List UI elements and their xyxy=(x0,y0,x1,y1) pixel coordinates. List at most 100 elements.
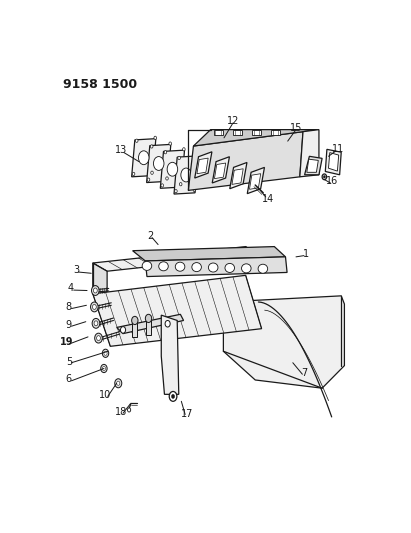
Circle shape xyxy=(97,336,100,341)
Text: 16: 16 xyxy=(326,176,338,186)
Polygon shape xyxy=(224,296,344,388)
Text: 1: 1 xyxy=(303,248,309,259)
Text: 3: 3 xyxy=(73,265,79,275)
Circle shape xyxy=(193,188,196,191)
Polygon shape xyxy=(197,158,208,174)
Circle shape xyxy=(147,178,150,181)
Circle shape xyxy=(127,408,131,412)
Circle shape xyxy=(151,171,153,174)
Text: 13: 13 xyxy=(115,145,127,155)
Ellipse shape xyxy=(167,163,178,176)
Circle shape xyxy=(136,139,138,142)
Circle shape xyxy=(322,174,327,180)
Circle shape xyxy=(95,333,102,343)
Polygon shape xyxy=(93,247,259,271)
Polygon shape xyxy=(214,130,223,135)
Circle shape xyxy=(175,190,177,193)
Polygon shape xyxy=(132,320,137,337)
Polygon shape xyxy=(146,318,151,335)
Text: 11: 11 xyxy=(332,144,344,154)
Circle shape xyxy=(115,379,122,388)
Text: 15: 15 xyxy=(291,123,303,133)
Circle shape xyxy=(92,286,99,295)
Ellipse shape xyxy=(153,157,164,171)
Circle shape xyxy=(166,177,168,180)
Circle shape xyxy=(196,154,199,157)
Ellipse shape xyxy=(258,264,268,273)
Ellipse shape xyxy=(192,263,201,272)
Polygon shape xyxy=(212,157,229,183)
Circle shape xyxy=(117,381,120,385)
Circle shape xyxy=(93,288,97,293)
Text: 12: 12 xyxy=(227,116,239,126)
Ellipse shape xyxy=(159,262,168,271)
Text: 14: 14 xyxy=(262,193,274,204)
Polygon shape xyxy=(174,156,198,194)
Polygon shape xyxy=(195,152,212,178)
Circle shape xyxy=(171,394,175,399)
Text: 17: 17 xyxy=(180,409,193,418)
Polygon shape xyxy=(132,139,156,177)
Ellipse shape xyxy=(142,261,152,270)
Text: 4: 4 xyxy=(68,284,74,294)
Polygon shape xyxy=(232,169,243,184)
Polygon shape xyxy=(233,130,242,135)
Circle shape xyxy=(104,351,107,356)
Ellipse shape xyxy=(242,264,251,273)
Polygon shape xyxy=(307,159,318,172)
Text: 9: 9 xyxy=(66,320,72,329)
Ellipse shape xyxy=(208,263,218,272)
Circle shape xyxy=(132,172,135,175)
Circle shape xyxy=(92,304,96,309)
Polygon shape xyxy=(145,257,287,277)
Polygon shape xyxy=(230,163,247,189)
Polygon shape xyxy=(93,263,107,302)
Ellipse shape xyxy=(181,168,192,182)
Circle shape xyxy=(169,391,177,401)
Polygon shape xyxy=(133,247,286,261)
Circle shape xyxy=(120,327,126,333)
Circle shape xyxy=(94,321,98,326)
Text: 2: 2 xyxy=(147,230,153,240)
Text: 6: 6 xyxy=(66,374,72,384)
Polygon shape xyxy=(160,150,185,188)
Polygon shape xyxy=(305,156,322,175)
Text: 19: 19 xyxy=(60,337,74,347)
Ellipse shape xyxy=(139,151,149,165)
Circle shape xyxy=(323,175,326,178)
Circle shape xyxy=(92,318,100,328)
Circle shape xyxy=(178,156,180,159)
Circle shape xyxy=(101,365,107,373)
Polygon shape xyxy=(161,315,179,394)
Text: 7: 7 xyxy=(302,368,308,377)
Circle shape xyxy=(102,366,106,370)
Polygon shape xyxy=(93,276,262,346)
Circle shape xyxy=(165,320,170,327)
Polygon shape xyxy=(249,174,261,189)
Circle shape xyxy=(182,148,185,151)
Text: 18: 18 xyxy=(115,407,127,417)
Polygon shape xyxy=(194,130,319,146)
Circle shape xyxy=(102,349,109,358)
Polygon shape xyxy=(188,132,303,190)
Text: 8: 8 xyxy=(66,302,72,312)
Polygon shape xyxy=(247,167,264,193)
Polygon shape xyxy=(147,144,171,183)
Text: 10: 10 xyxy=(99,390,112,400)
Polygon shape xyxy=(117,314,184,334)
Polygon shape xyxy=(271,130,280,135)
Text: 9158 1500: 9158 1500 xyxy=(62,78,136,91)
Circle shape xyxy=(154,136,157,140)
Text: 5: 5 xyxy=(66,357,72,367)
Circle shape xyxy=(169,142,171,145)
Circle shape xyxy=(150,145,153,148)
Polygon shape xyxy=(215,163,226,179)
Polygon shape xyxy=(326,149,341,175)
Circle shape xyxy=(164,150,167,154)
Polygon shape xyxy=(252,130,261,135)
Polygon shape xyxy=(300,130,319,177)
Ellipse shape xyxy=(175,262,185,271)
Ellipse shape xyxy=(225,263,235,272)
Circle shape xyxy=(132,317,138,325)
Circle shape xyxy=(161,184,164,187)
